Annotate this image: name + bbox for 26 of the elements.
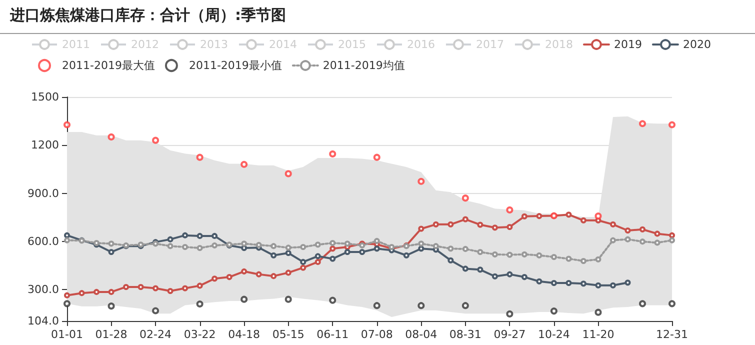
- x-tick-label: 09-27: [494, 328, 526, 341]
- y-tick-label: 1500: [31, 90, 59, 104]
- legend-label: 2019: [614, 38, 642, 51]
- x-tick-label: 03-22: [184, 328, 216, 341]
- x-tick-label: 11-20: [582, 328, 614, 341]
- y-tick-label: 1200: [31, 138, 59, 152]
- x-tick-label: 07-08: [360, 328, 393, 341]
- y-tick-label: 900.0: [28, 186, 59, 200]
- x-tick-label: 02-24: [140, 328, 172, 341]
- x-tick-label: 04-18: [228, 328, 260, 341]
- legend-label: 2011-2019最大值: [62, 59, 155, 72]
- x-tick-label: 05-15: [272, 328, 304, 341]
- x-tick-label: 08-04: [405, 328, 438, 341]
- x-tick-label: 06-11: [316, 328, 349, 341]
- x-tick-label: 01-28: [95, 328, 128, 341]
- y-tick-label: 600.0: [28, 234, 59, 248]
- legend-label: 2020: [682, 38, 711, 51]
- legend-label: 2011-2019最小值: [188, 59, 282, 72]
- x-tick-label: 10-24: [538, 328, 570, 341]
- legend-label: 2011-2019均值: [322, 59, 405, 72]
- x-tick-label: 01-01: [51, 328, 83, 341]
- chart-title: 进口炼焦煤港口库存：合计（周）:季节图: [10, 6, 286, 25]
- y-tick-label: 104.0: [28, 314, 59, 328]
- y-tick-label: 300.0: [28, 283, 59, 296]
- x-tick-label: 12-31: [656, 328, 688, 341]
- x-tick-label: 08-31: [449, 328, 482, 341]
